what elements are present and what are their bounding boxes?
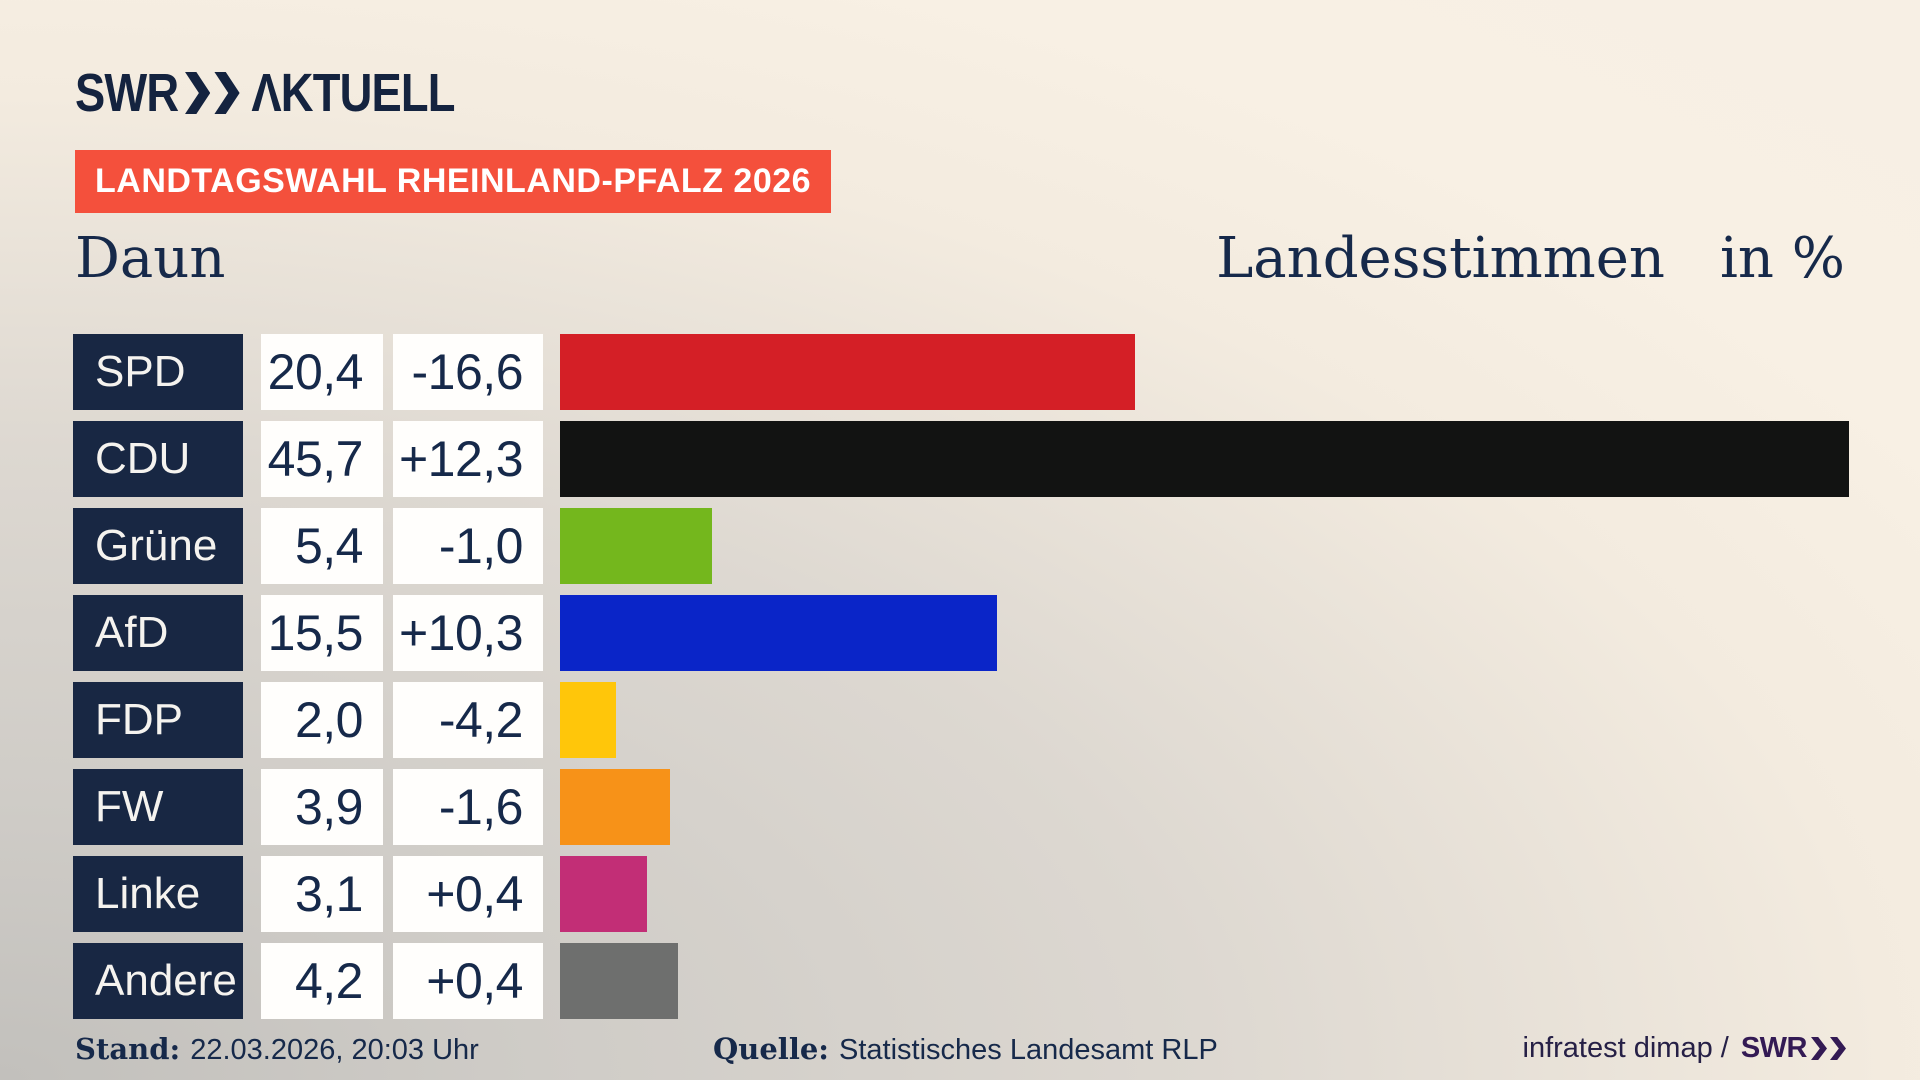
result-value-box: 45,7 xyxy=(261,421,383,497)
diff-value: -1,0 xyxy=(438,518,524,574)
results-chart: SPD 20,4 -16,6 CDU 45,7 +12,3 Grüne 5,4 -1,0 AfD 1… xyxy=(73,334,1849,1030)
election-badge: LANDTAGSWAHL RHEINLAND-PFALZ 2026 xyxy=(75,150,832,213)
party-label: Andere xyxy=(95,956,237,1005)
result-bar-afd xyxy=(560,595,997,671)
party-label: FW xyxy=(95,782,164,831)
diff-value: -4,2 xyxy=(438,692,524,748)
result-value-box: 5,4 xyxy=(261,508,383,584)
party-label-box: FW xyxy=(73,769,243,845)
quelle-value: Statistisches Landesamt RLP xyxy=(839,1034,1218,1066)
result-value: 20,4 xyxy=(267,344,364,400)
diff-value-box: +12,3 xyxy=(393,421,543,497)
table-row: SPD 20,4 -16,6 xyxy=(73,334,1849,410)
aktuell-wordmark: ΛKTUELL xyxy=(251,63,455,123)
table-row: FW 3,9 -1,6 xyxy=(73,769,1849,845)
result-bar-andere xyxy=(560,943,678,1019)
party-label: Grüne xyxy=(95,521,218,570)
diff-value: +12,3 xyxy=(398,431,524,487)
measure-label: Landesstimmen xyxy=(1216,226,1665,291)
result-value-box: 15,5 xyxy=(261,595,383,671)
result-value: 4,2 xyxy=(294,953,364,1009)
chevron-right-icon xyxy=(214,72,240,114)
swr-logo-text: SWR xyxy=(75,63,179,123)
diff-value: -1,6 xyxy=(438,779,524,835)
table-row: Grüne 5,4 -1,0 xyxy=(73,508,1849,584)
credit-text: infratest dimap / xyxy=(1522,1032,1729,1064)
chevron-right-icon xyxy=(1811,1037,1827,1060)
double-chevron-icon xyxy=(1811,1037,1846,1060)
source-credit: Quelle: Statistisches Landesamt RLP xyxy=(713,1032,1218,1067)
result-value-box: 2,0 xyxy=(261,682,383,758)
party-label-box: Linke xyxy=(73,856,243,932)
result-bar-cdu xyxy=(560,421,1849,497)
result-value: 5,4 xyxy=(294,518,364,574)
diff-value-box: -4,2 xyxy=(393,682,543,758)
party-label-box: AfD xyxy=(73,595,243,671)
result-value: 45,7 xyxy=(267,431,364,487)
diff-value-box: +10,3 xyxy=(393,595,543,671)
result-value-box: 3,9 xyxy=(261,769,383,845)
party-label-box: CDU xyxy=(73,421,243,497)
diff-value-box: -1,6 xyxy=(393,769,543,845)
result-value: 3,9 xyxy=(294,779,364,835)
diff-value: +0,4 xyxy=(426,866,523,922)
table-row: Linke 3,1 +0,4 xyxy=(73,856,1849,932)
diff-value-box: -16,6 xyxy=(393,334,543,410)
diff-value: +10,3 xyxy=(398,605,524,661)
table-row: CDU 45,7 +12,3 xyxy=(73,421,1849,497)
region-title: Daun xyxy=(75,226,226,291)
result-bar-spd xyxy=(560,334,1135,410)
party-label-box: Grüne xyxy=(73,508,243,584)
result-value: 3,1 xyxy=(294,866,364,922)
agency-credit: infratest dimap / SWR xyxy=(1522,1032,1846,1065)
chevron-right-icon xyxy=(1830,1037,1846,1060)
diff-value: +0,4 xyxy=(426,953,523,1009)
party-label-box: FDP xyxy=(73,682,243,758)
chart-rows: SPD 20,4 -16,6 CDU 45,7 +12,3 Grüne 5,4 -1,0 AfD 1… xyxy=(73,334,1849,1019)
quelle-label: Quelle: xyxy=(713,1032,829,1066)
party-label: FDP xyxy=(95,695,183,744)
result-value: 2,0 xyxy=(294,692,364,748)
result-value-box: 4,2 xyxy=(261,943,383,1019)
swr-aktuell-logo: SWR ΛKTUELL xyxy=(75,63,456,123)
diff-value: -16,6 xyxy=(411,344,524,400)
table-row: AfD 15,5 +10,3 xyxy=(73,595,1849,671)
stand-timestamp: Stand: 22.03.2026, 20:03 Uhr xyxy=(75,1032,479,1067)
party-label-box: SPD xyxy=(73,334,243,410)
party-label-box: Andere xyxy=(73,943,243,1019)
measure-title: Landesstimmen in % xyxy=(1216,226,1845,291)
swr-footer-logo: SWR xyxy=(1740,1032,1808,1064)
result-bar-grüne xyxy=(560,508,712,584)
party-label: AfD xyxy=(95,608,169,657)
result-bar-fw xyxy=(560,769,670,845)
table-row: Andere 4,2 +0,4 xyxy=(73,943,1849,1019)
party-label: Linke xyxy=(95,869,201,918)
result-value: 15,5 xyxy=(267,605,364,661)
result-value-box: 3,1 xyxy=(261,856,383,932)
result-bar-linke xyxy=(560,856,647,932)
diff-value-box: +0,4 xyxy=(393,943,543,1019)
result-value-box: 20,4 xyxy=(261,334,383,410)
party-label: SPD xyxy=(95,347,186,396)
diff-value-box: +0,4 xyxy=(393,856,543,932)
table-row: FDP 2,0 -4,2 xyxy=(73,682,1849,758)
stand-label: Stand: xyxy=(75,1032,181,1066)
chevron-right-icon xyxy=(185,72,211,114)
diff-value-box: -1,0 xyxy=(393,508,543,584)
footer: Stand: 22.03.2026, 20:03 Uhr Quelle: Stati… xyxy=(75,1032,1846,1072)
unit-label: in % xyxy=(1720,226,1845,291)
party-label: CDU xyxy=(95,434,191,483)
result-bar-fdp xyxy=(560,682,616,758)
double-chevron-icon xyxy=(185,72,240,114)
title-row: Daun Landesstimmen in % xyxy=(75,226,1845,291)
stand-value: 22.03.2026, 20:03 Uhr xyxy=(190,1034,479,1066)
